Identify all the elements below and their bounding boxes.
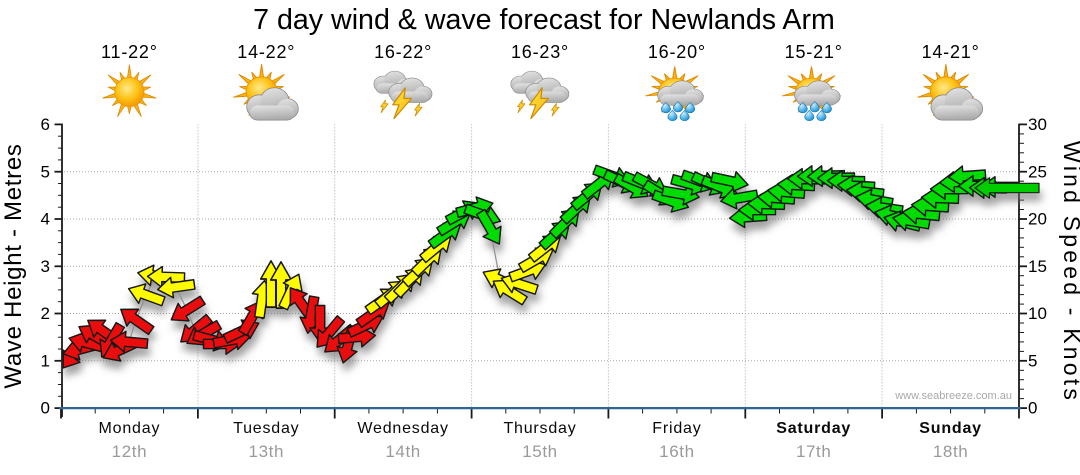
svg-text:Wednesday: Wednesday: [357, 420, 448, 437]
svg-text:17th: 17th: [796, 442, 832, 461]
svg-text:20: 20: [1028, 210, 1047, 229]
svg-text:Tuesday: Tuesday: [233, 420, 299, 437]
svg-text:16-22°: 16-22°: [374, 42, 432, 62]
svg-text:12th: 12th: [112, 442, 148, 461]
svg-text:30: 30: [1028, 115, 1047, 134]
svg-text:16th: 16th: [659, 442, 695, 461]
svg-text:25: 25: [1028, 162, 1047, 181]
svg-text:0: 0: [1028, 399, 1037, 418]
svg-text:11-22°: 11-22°: [101, 42, 158, 62]
svg-text:5: 5: [41, 162, 50, 181]
svg-text:5: 5: [1028, 351, 1037, 370]
svg-text:Friday: Friday: [652, 420, 701, 437]
svg-text:14-22°: 14-22°: [237, 42, 295, 62]
svg-text:13th: 13th: [249, 442, 285, 461]
svg-text:15th: 15th: [522, 442, 558, 461]
svg-text:6: 6: [41, 115, 50, 134]
svg-text:4: 4: [41, 210, 50, 229]
svg-text:15-21°: 15-21°: [785, 42, 843, 62]
svg-text:14th: 14th: [385, 442, 421, 461]
svg-text:Wave Height - Metres: Wave Height - Metres: [0, 143, 27, 388]
svg-text:2: 2: [41, 304, 50, 323]
svg-text:18th: 18th: [933, 442, 969, 461]
svg-text:7 day wind & wave forecast for: 7 day wind & wave forecast for Newlands …: [253, 4, 835, 36]
svg-text:14-21°: 14-21°: [922, 42, 980, 62]
svg-text:0: 0: [41, 399, 50, 418]
svg-text:15: 15: [1028, 257, 1047, 276]
svg-text:16-20°: 16-20°: [648, 42, 706, 62]
svg-text:10: 10: [1028, 304, 1047, 323]
svg-text:Sunday: Sunday: [919, 420, 982, 437]
svg-text:16-23°: 16-23°: [511, 42, 569, 62]
svg-text:Thursday: Thursday: [503, 420, 576, 437]
svg-text:Monday: Monday: [99, 420, 161, 437]
svg-text:www.seabreeze.com.au: www.seabreeze.com.au: [894, 390, 1012, 402]
svg-text:Saturday: Saturday: [776, 420, 851, 437]
svg-text:1: 1: [41, 351, 50, 370]
svg-text:Wind Speed - Knots: Wind Speed - Knots: [1059, 141, 1080, 403]
svg-text:3: 3: [41, 257, 50, 276]
